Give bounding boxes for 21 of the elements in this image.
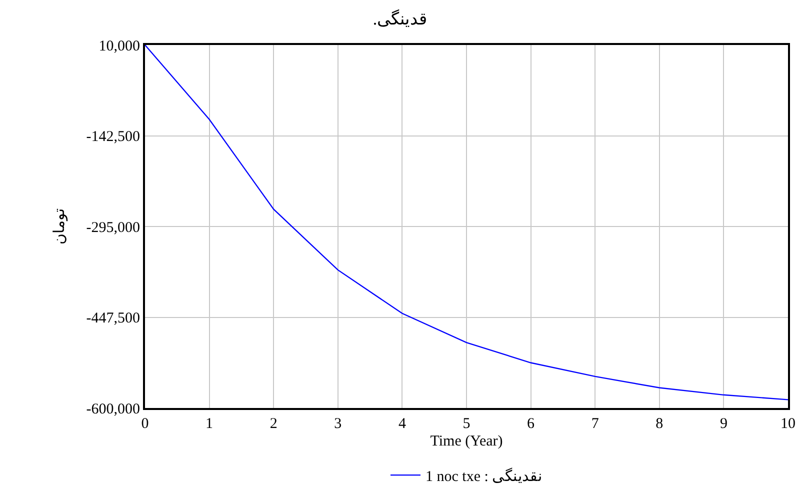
x-tick-label: 3 bbox=[334, 416, 342, 432]
x-tick-label: 8 bbox=[656, 416, 664, 432]
y-axis-title: تومان bbox=[52, 208, 68, 244]
x-tick-label: 10 bbox=[780, 416, 796, 432]
y-tick-label: -295,000 bbox=[86, 220, 140, 236]
x-tick-label: 4 bbox=[398, 416, 406, 432]
x-axis-title: Time (Year) bbox=[430, 434, 503, 450]
line-series bbox=[145, 45, 788, 400]
x-tick-label: 7 bbox=[591, 416, 600, 432]
x-tick-label: 6 bbox=[527, 416, 536, 432]
x-tick-label: 9 bbox=[720, 416, 728, 432]
y-tick-label: -600,000 bbox=[86, 401, 140, 418]
x-tick-label: 0 bbox=[141, 416, 149, 432]
x-tick-label: 2 bbox=[270, 416, 278, 432]
y-tick-label: -447,500 bbox=[86, 310, 140, 326]
x-tick-label: 5 bbox=[462, 416, 470, 432]
y-tick-label: 10,000 bbox=[98, 38, 140, 54]
legend-label: 1 noc txe : نقدینگی bbox=[426, 466, 542, 485]
x-tick-label: 1 bbox=[206, 416, 214, 432]
chart-title: .قدینگی bbox=[372, 8, 428, 28]
y-tick-label: -142,500 bbox=[86, 129, 140, 145]
